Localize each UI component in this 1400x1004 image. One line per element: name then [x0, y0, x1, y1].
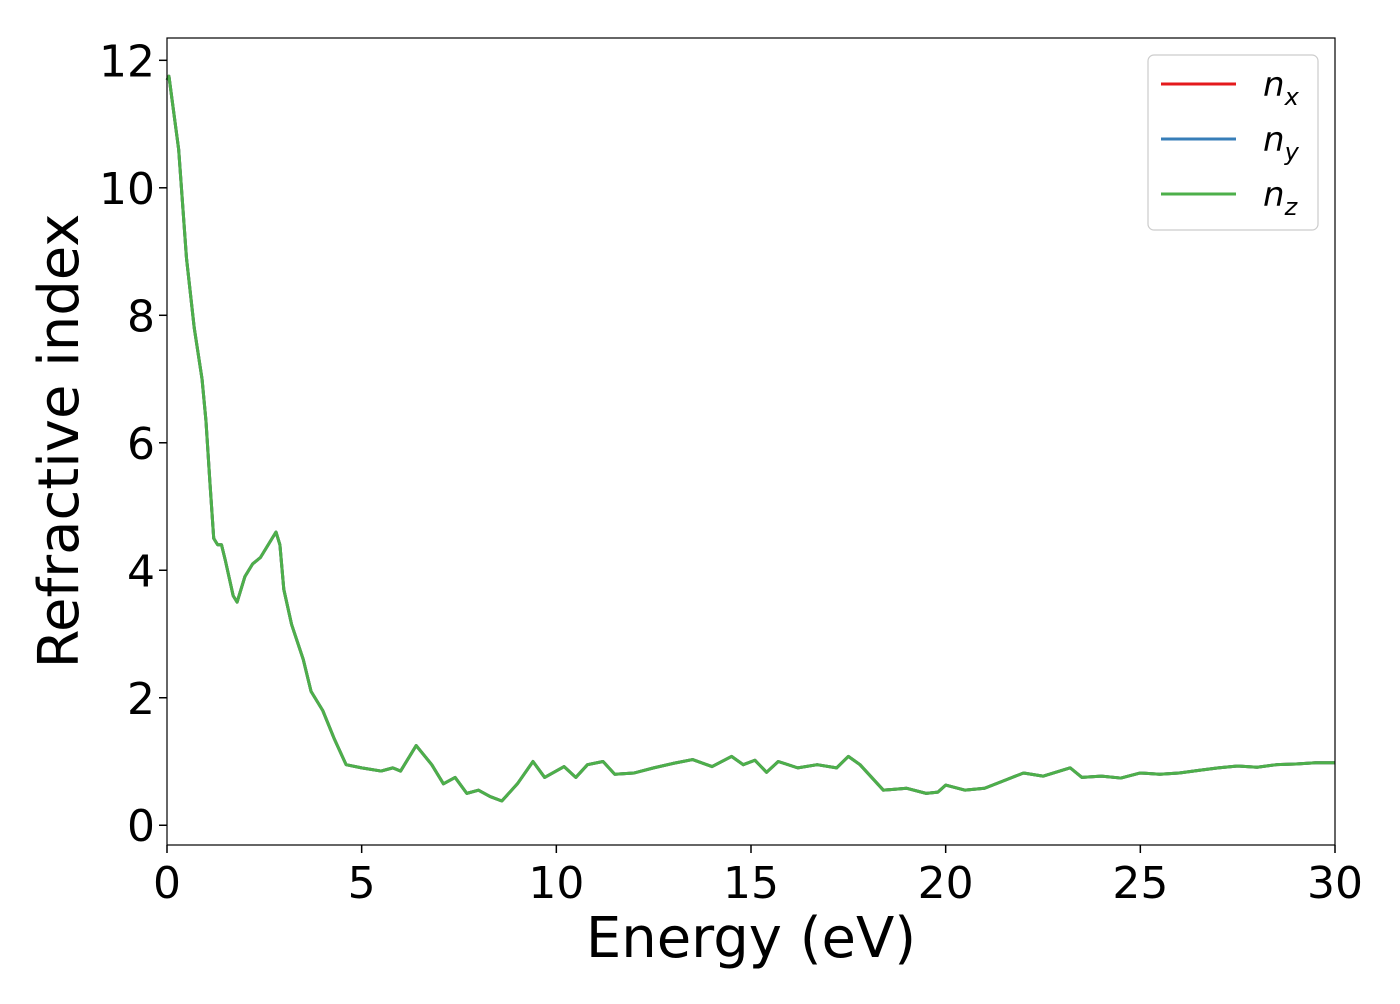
legend-label: nz — [1263, 175, 1299, 221]
y-tick-label: 6 — [127, 419, 155, 470]
y-tick-label: 10 — [99, 164, 155, 215]
y-tick-label: 2 — [127, 674, 155, 725]
y-tick-label: 12 — [99, 36, 155, 87]
x-tick-label: 30 — [1307, 858, 1363, 909]
y-tick-label: 8 — [127, 291, 155, 342]
legend-label: nx — [1263, 65, 1300, 111]
x-tick-label: 0 — [153, 858, 181, 909]
x-tick-label: 10 — [528, 858, 584, 909]
legend-box — [1147, 54, 1319, 231]
x-tick-label: 25 — [1112, 858, 1168, 909]
x-tick-label: 15 — [723, 858, 779, 909]
y-tick-label: 4 — [127, 546, 155, 597]
x-axis-label: Energy (eV) — [586, 906, 916, 971]
axes-frame — [166, 37, 1336, 846]
y-tick-label: 0 — [127, 801, 155, 852]
x-tick-label: 20 — [918, 858, 974, 909]
y-axis-label: Refractive index — [27, 214, 92, 669]
x-tick-label: 5 — [348, 858, 376, 909]
line-series — [165, 74, 1335, 803]
legend-label: ny — [1263, 120, 1300, 166]
